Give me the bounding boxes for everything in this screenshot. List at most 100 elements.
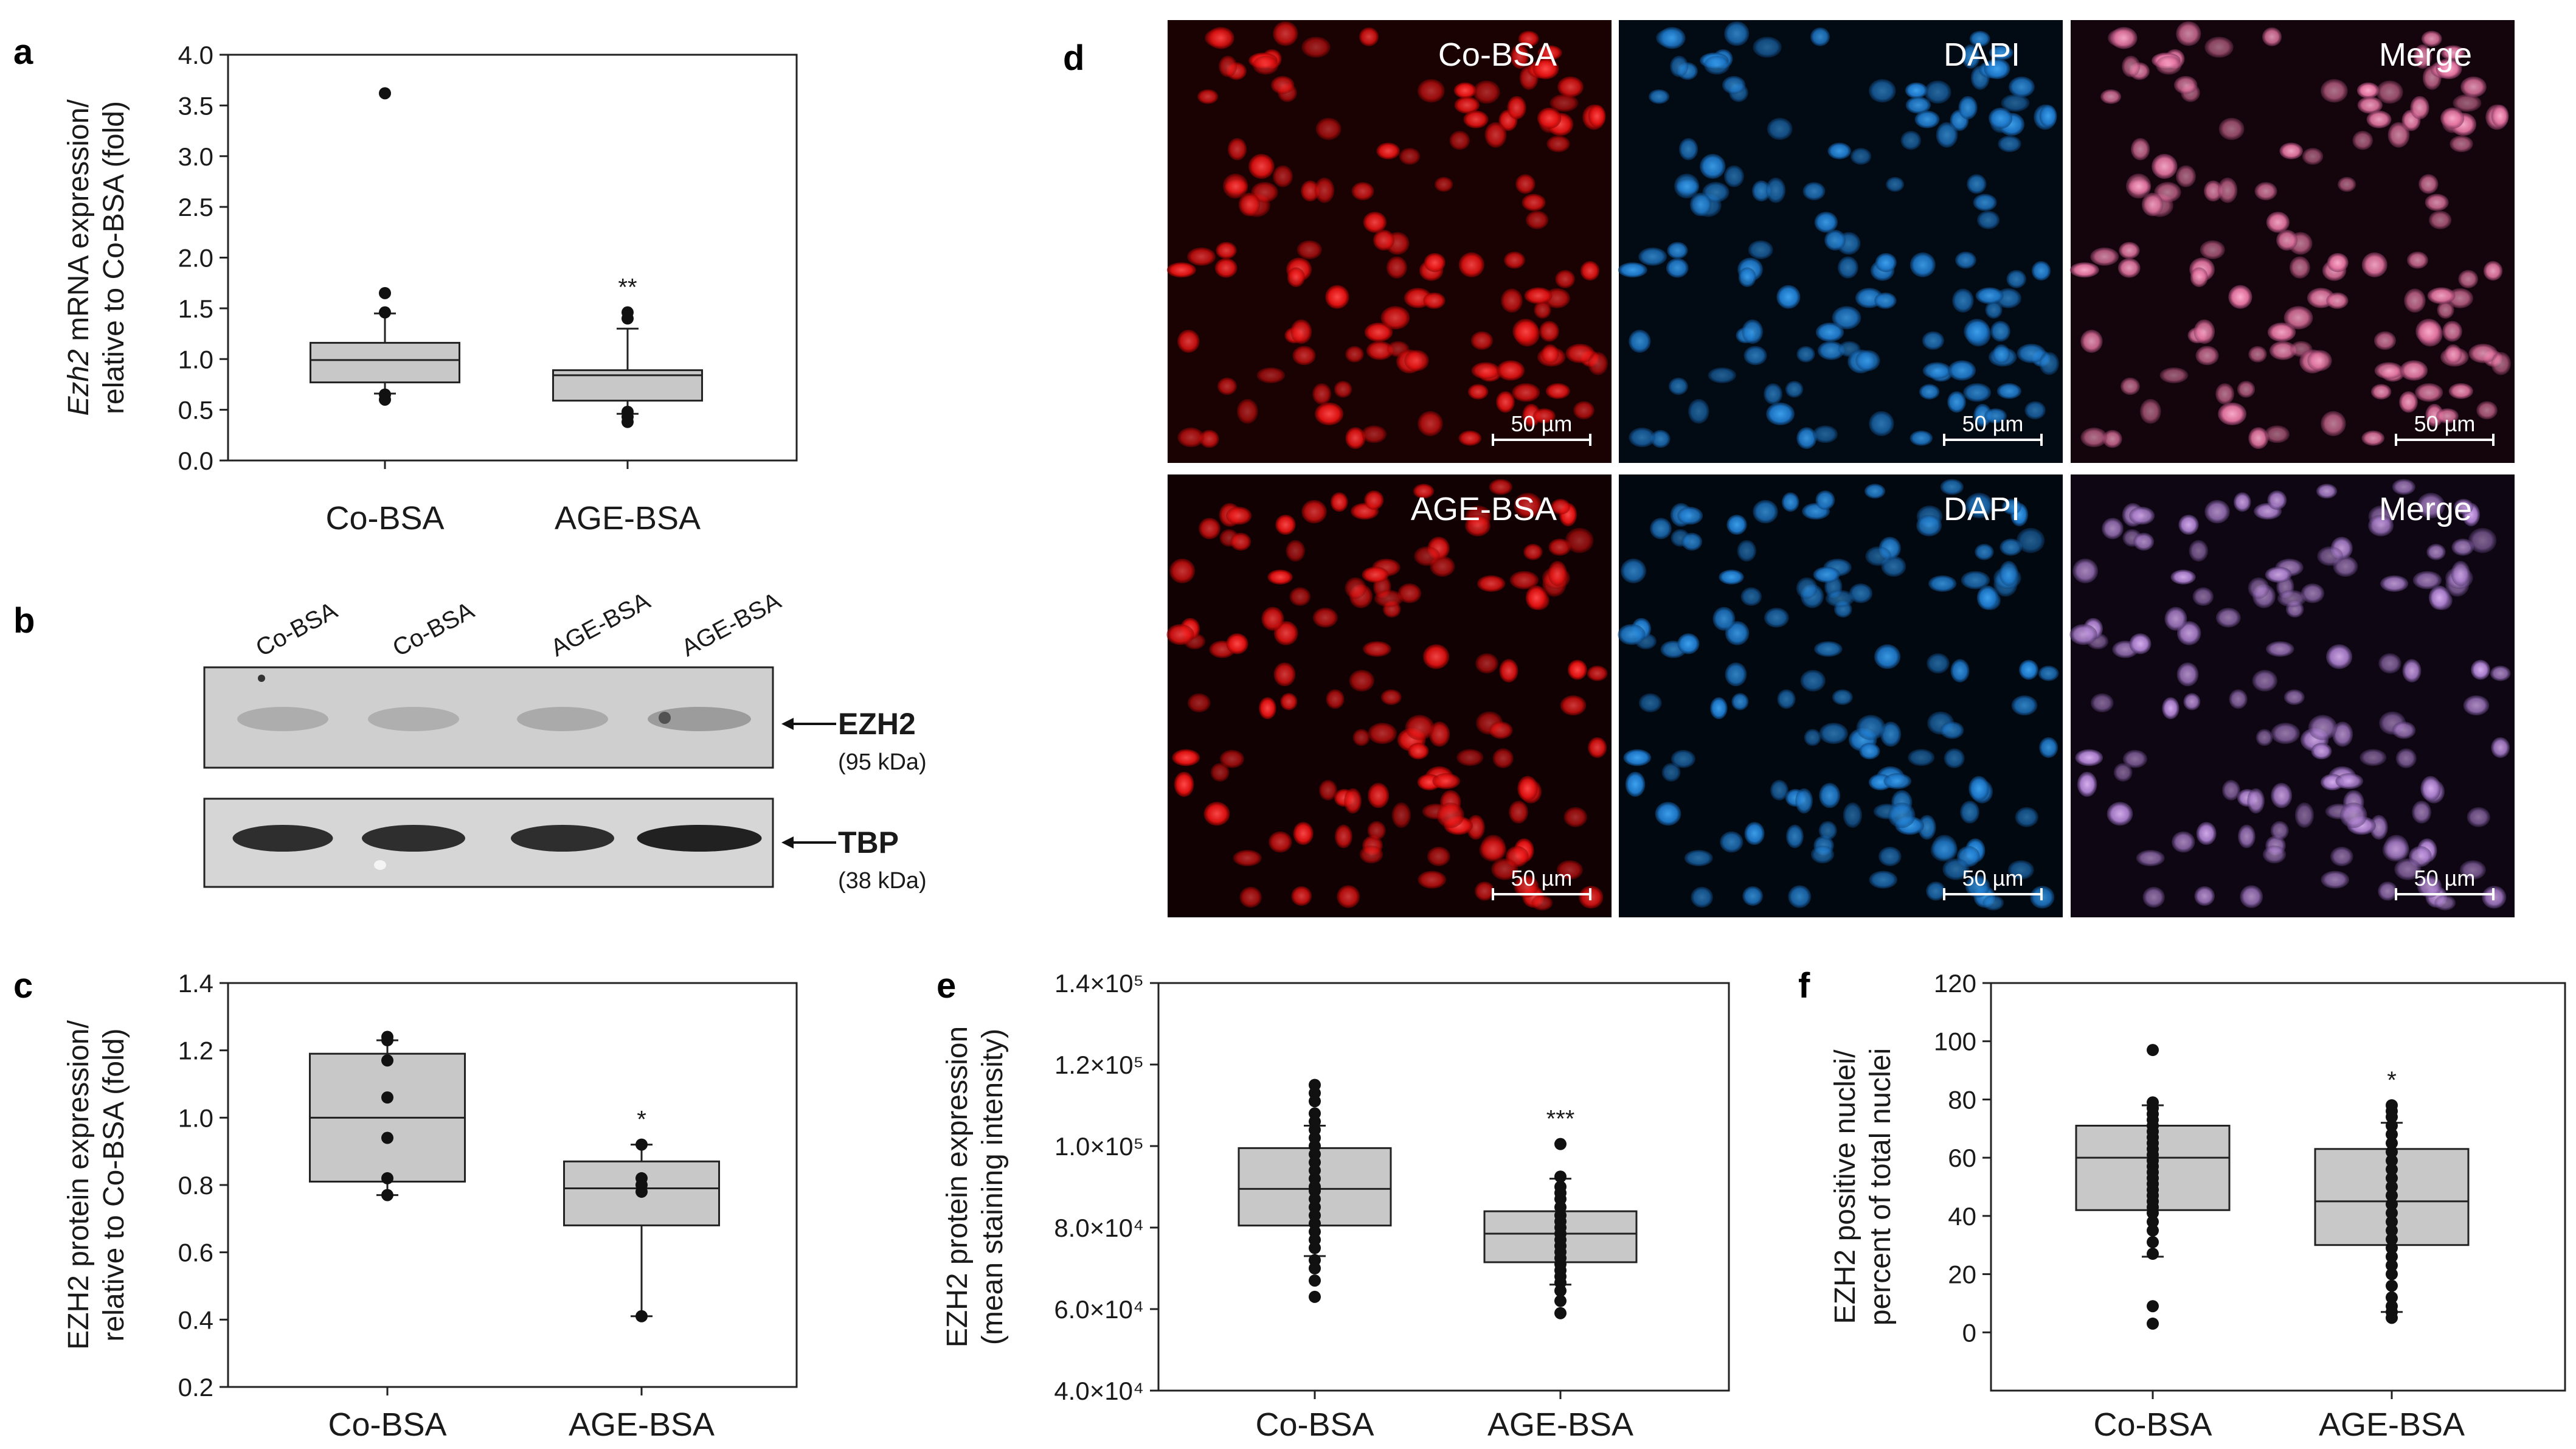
- cell-nucleus: [1967, 174, 1987, 194]
- cell-nucleus: [1817, 341, 1845, 360]
- cell-nucleus: [1689, 192, 1712, 217]
- cell-nucleus: [1233, 850, 1262, 867]
- cell-nucleus: [2248, 427, 2269, 450]
- cell-nucleus: [1802, 182, 1826, 201]
- cell-nucleus: [1364, 490, 1384, 510]
- cell-nucleus: [2204, 36, 2234, 58]
- cell-nucleus: [1397, 583, 1422, 603]
- cell-nucleus: [1539, 321, 1559, 342]
- cell-nucleus: [2024, 401, 2046, 420]
- cell-nucleus: [1345, 577, 1366, 599]
- y-axis-label-gene: Ezh2: [63, 349, 95, 415]
- cell-nucleus: [1177, 427, 1205, 448]
- cell-nucleus: [2338, 176, 2356, 192]
- cell-nucleus: [1166, 624, 1194, 645]
- cell-nucleus: [2011, 695, 2038, 716]
- cell-nucleus: [2017, 527, 2045, 554]
- data-point: [2386, 1128, 2398, 1141]
- y-tick-label: 120: [1934, 969, 1976, 998]
- cell-nucleus: [2437, 301, 2454, 319]
- cell-nucleus: [2039, 352, 2059, 375]
- cell-nucleus: [2317, 546, 2344, 566]
- cell-nucleus: [1796, 577, 1818, 599]
- cell-nucleus: [2017, 344, 2046, 363]
- cell-nucleus: [2218, 402, 2247, 426]
- cell-nucleus: [1373, 229, 1395, 251]
- cell-nucleus: [1470, 331, 1493, 350]
- cell-nucleus: [1312, 383, 1332, 405]
- cell-nucleus: [2491, 105, 2509, 128]
- cell-nucleus: [1514, 875, 1539, 898]
- cell-nucleus: [1812, 425, 1838, 443]
- cell-nucleus: [1796, 346, 1815, 363]
- y-tick-label: 0.2: [178, 1373, 213, 1402]
- cell-nucleus: [2373, 331, 2396, 350]
- cell-nucleus: [1563, 807, 1587, 827]
- cell-nucleus: [1380, 306, 1410, 330]
- cell-nucleus: [2007, 860, 2034, 880]
- cell-nucleus: [2075, 749, 2103, 766]
- category-label: Co-BSA: [2093, 1406, 2212, 1443]
- cell-nucleus: [2451, 561, 2470, 586]
- cell-nucleus: [2425, 403, 2444, 427]
- cell-nucleus: [2271, 723, 2300, 745]
- y-tick-label: 0.5: [178, 396, 213, 425]
- cell-nucleus: [1849, 583, 1873, 603]
- y-axis-label-line1: EZH2 positive nuclei/: [1829, 1049, 1861, 1324]
- cell-nucleus: [2330, 846, 2353, 866]
- data-point: [2386, 1189, 2398, 1202]
- data-point: [2147, 1248, 2159, 1260]
- data-point: [2386, 1224, 2398, 1237]
- data-point: [2386, 1242, 2398, 1254]
- cell-nucleus: [1731, 693, 1749, 711]
- cell-nucleus: [1958, 96, 1978, 120]
- cell-nucleus: [2454, 499, 2474, 515]
- cell-nucleus: [1471, 362, 1500, 380]
- cell-nucleus: [1722, 75, 1746, 94]
- cell-nucleus: [1214, 258, 1238, 278]
- cell-nucleus: [2357, 96, 2383, 114]
- cell-nucleus: [2069, 624, 2097, 645]
- cell-nucleus: [1940, 479, 1964, 495]
- y-tick-label: 4.0: [178, 41, 213, 69]
- cell-nucleus: [2360, 749, 2387, 766]
- cell-nucleus: [2483, 261, 2503, 281]
- micrograph-panel: Merge 50 µm: [2069, 474, 2515, 917]
- cell-nucleus: [1380, 689, 1402, 705]
- cell-nucleus: [1588, 737, 1607, 758]
- cell-nucleus: [2387, 122, 2410, 148]
- cell-nucleus: [1948, 360, 1976, 381]
- cell-nucleus: [2176, 21, 2201, 46]
- cell-nucleus: [2440, 45, 2465, 60]
- cell-nucleus: [1914, 110, 1940, 128]
- y-axis-label-line1: Ezh2 mRNA expression/: [63, 99, 95, 416]
- cell-nucleus: [1537, 107, 1562, 129]
- cell-nucleus: [2415, 318, 2442, 344]
- cell-nucleus: [1869, 78, 1896, 103]
- cell-nucleus: [1964, 318, 1990, 344]
- y-tick-label: 1.5: [178, 294, 213, 323]
- cell-nucleus: [1226, 633, 1248, 655]
- cell-nucleus: [1203, 802, 1230, 826]
- cell-nucleus: [1827, 142, 1851, 159]
- cell-nucleus: [1900, 131, 1922, 150]
- cell-nucleus: [1588, 352, 1608, 375]
- data-point: [381, 1034, 393, 1047]
- cell-nucleus: [1621, 558, 1647, 583]
- cell-nucleus: [1723, 165, 1744, 187]
- cell-nucleus: [1537, 45, 1562, 60]
- category-label: AGE-BSA: [1487, 1406, 1633, 1443]
- data-point: [621, 415, 634, 428]
- cell-nucleus: [1166, 262, 1196, 278]
- y-tick-label: 2.5: [178, 193, 213, 221]
- cell-nucleus: [2204, 499, 2230, 524]
- cell-nucleus: [1813, 566, 1840, 583]
- data-point: [379, 87, 391, 100]
- blot-protein-tbp: TBP: [838, 825, 899, 860]
- data-point: [1554, 1307, 1567, 1319]
- cell-nucleus: [2376, 80, 2403, 104]
- cell-nucleus: [2247, 788, 2265, 814]
- cell-nucleus: [2415, 383, 2443, 402]
- cell-nucleus: [2279, 142, 2303, 159]
- cell-nucleus: [1905, 96, 1931, 114]
